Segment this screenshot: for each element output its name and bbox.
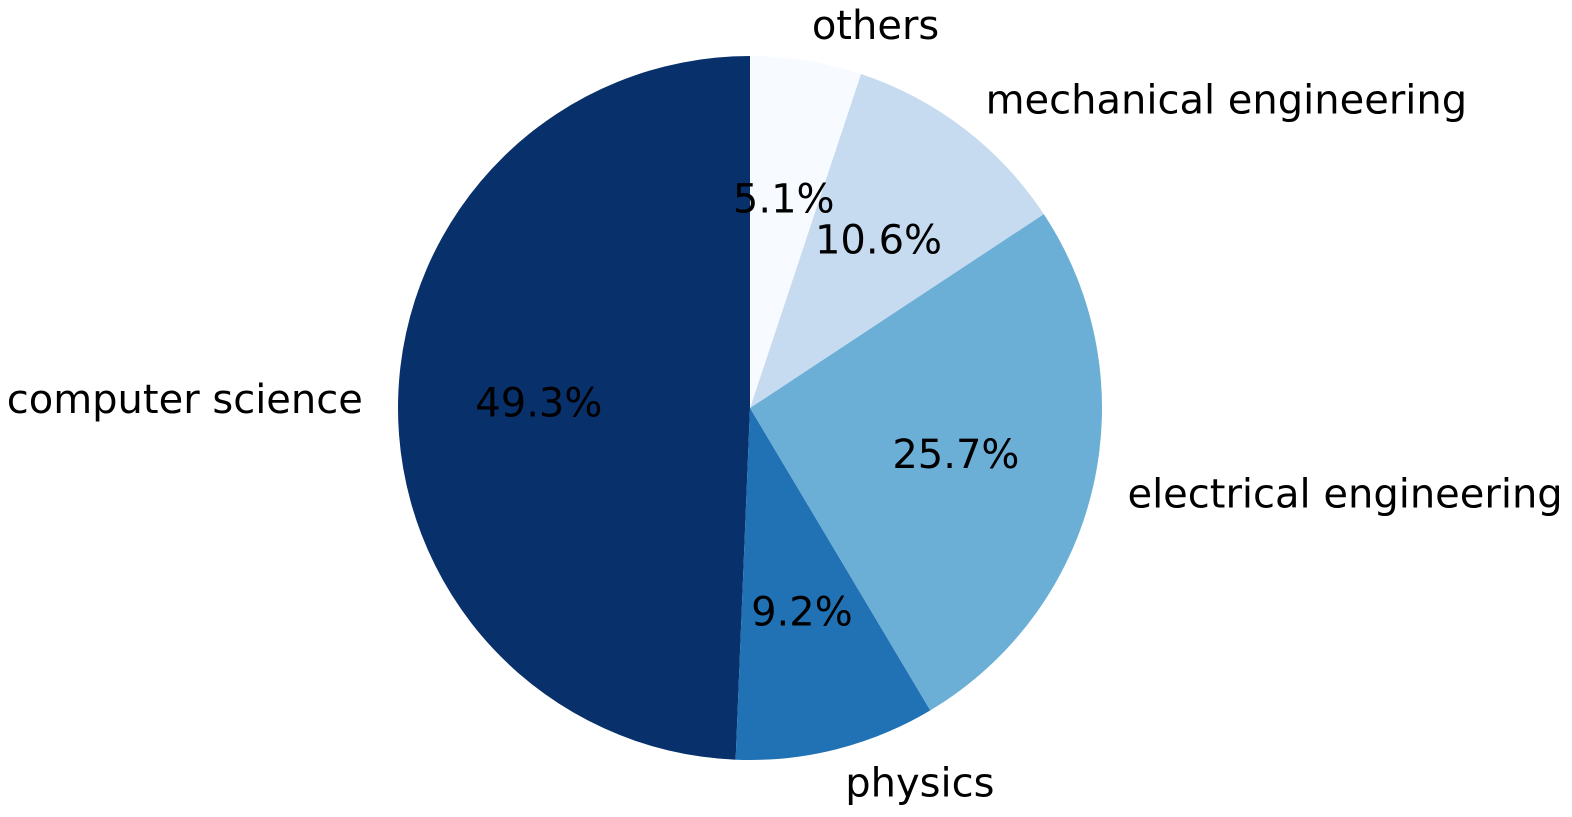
pie-slice-electrical-engineering (750, 214, 1102, 711)
pie-pct-label-mechanical-engineering: 10.6% (815, 217, 942, 263)
pie-labels: 49.3% computer science 9.2% physics 25.7% ele… (7, 3, 1563, 807)
pie-category-label-physics: physics (845, 760, 994, 806)
pie-pct-label-others: 5.1% (733, 177, 835, 223)
pie-slice-computer-science (398, 56, 750, 760)
pie-category-label-others: others (812, 3, 939, 49)
pie-pct-label-physics: 9.2% (751, 590, 853, 636)
pie-pct-label-electrical-engineering: 25.7% (892, 432, 1019, 478)
pie-category-label-electrical-engineering: electrical engineering (1127, 471, 1562, 517)
pie-slice-others (750, 56, 861, 408)
pie-slices (398, 56, 1102, 760)
pie-category-label-computer-science: computer science (7, 377, 363, 423)
pie-category-label-mechanical-engineering: mechanical engineering (986, 78, 1468, 124)
pie-pct-label-computer-science: 49.3% (475, 381, 602, 427)
pie-slice-mechanical-engineering (750, 73, 1044, 408)
pie-slice-physics (735, 408, 931, 760)
